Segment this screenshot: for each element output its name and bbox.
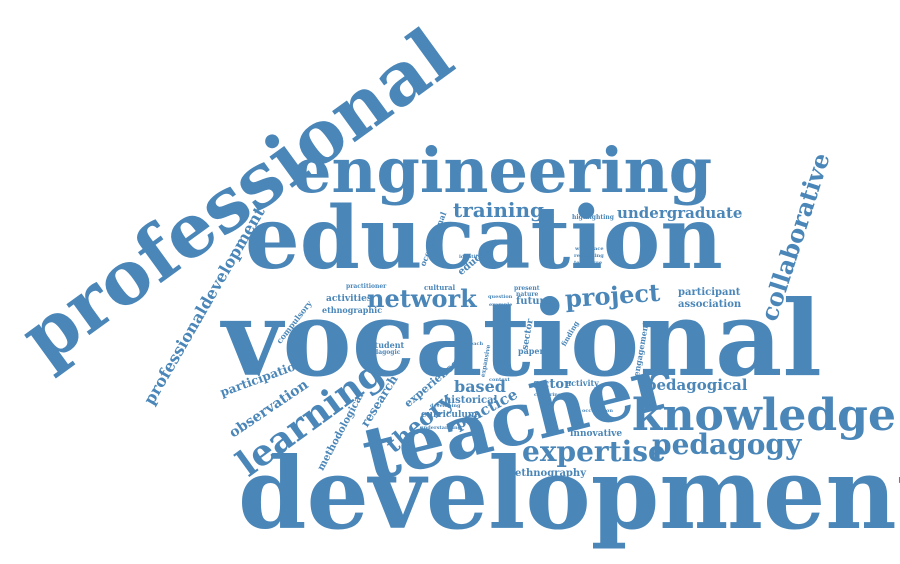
word-ethnography: ethnography	[515, 468, 587, 479]
word-knowledge: knowledge	[632, 390, 896, 441]
word-pedagogy: pedagogy	[652, 428, 802, 461]
word-participant: participant	[678, 287, 741, 298]
word-vocational: vocational	[222, 277, 822, 400]
word-future: future	[516, 296, 552, 307]
word-rethinking: rethinking	[574, 253, 604, 259]
word-curriculum: curriculum	[421, 410, 478, 420]
word-practitioner: practitioner	[346, 283, 387, 290]
word-project: project	[564, 277, 661, 314]
word-pedagogical: pedagogical	[646, 376, 748, 394]
word-workplace: workplace	[575, 246, 604, 252]
word-training: training	[453, 198, 544, 222]
word-expertise: expertise	[522, 435, 666, 468]
word-paper: paper	[518, 346, 544, 356]
word-development: development	[238, 437, 900, 552]
word-activity: activity	[566, 378, 599, 388]
word-identifying: identifying	[459, 254, 490, 260]
word-highlighting: highlighting	[572, 214, 614, 221]
word-present: present	[514, 285, 540, 292]
word-activities: activities	[326, 294, 372, 304]
word-example: example	[489, 302, 513, 308]
word-historical: historical	[444, 395, 498, 406]
word-capturing: capturing	[534, 392, 562, 398]
word-ethnographic: ethnographic	[322, 305, 383, 315]
word-actor: actor	[533, 377, 571, 392]
word-nature: nature	[516, 291, 539, 298]
word-based: based	[454, 377, 506, 396]
word-education: education	[245, 188, 723, 289]
word-technique: technique	[574, 260, 603, 266]
word-developing: developing	[430, 403, 461, 409]
word-pedagogic: pedagogic	[366, 349, 401, 356]
word-context: context	[489, 377, 510, 383]
word-understanding: understanding	[420, 425, 462, 431]
word-engineering: engineering	[292, 134, 713, 207]
word-innovative: innovative	[570, 429, 623, 439]
word-cultural: cultural	[424, 283, 456, 292]
word-network: network	[367, 284, 477, 313]
word-occupation: occupation	[582, 408, 613, 414]
word-undergraduate: undergraduate	[617, 204, 743, 222]
word-approach: approach	[457, 341, 484, 347]
word-association: association	[678, 299, 742, 310]
word-question: question	[488, 294, 513, 300]
word-student: student	[370, 340, 405, 350]
